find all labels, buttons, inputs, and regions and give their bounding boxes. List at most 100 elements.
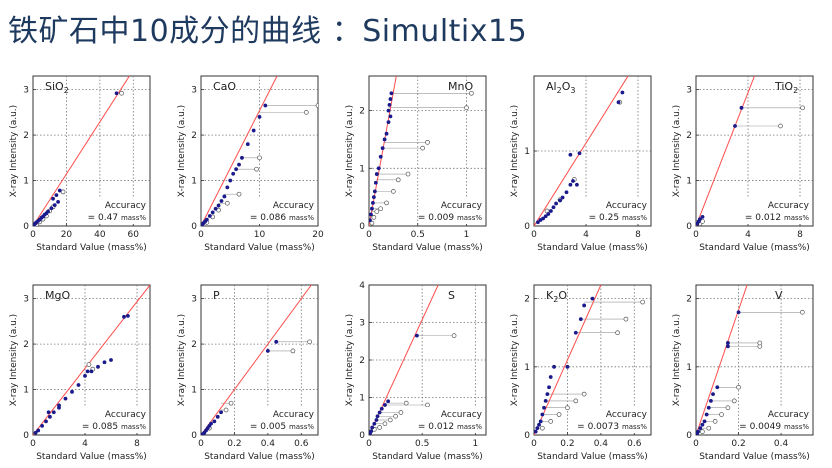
- data-point: [212, 419, 217, 424]
- data-point-open: [757, 340, 763, 346]
- accuracy-unit: mass%: [121, 423, 146, 431]
- y-tick-label: 1: [191, 386, 197, 396]
- accuracy-unit: mass%: [784, 214, 809, 222]
- element-label-base: P: [213, 289, 220, 302]
- y-tick-label: 0: [359, 222, 365, 232]
- data-point: [33, 430, 38, 435]
- accuracy-unit: mass%: [121, 214, 146, 222]
- plot-area: [534, 76, 629, 226]
- element-label: K2O: [546, 289, 567, 304]
- data-point: [543, 214, 548, 219]
- data-point: [109, 358, 113, 362]
- element-label: SiO2: [45, 80, 69, 95]
- y-tick-label: 0: [23, 431, 29, 441]
- data-point-open: [425, 139, 430, 145]
- data-point-open: [712, 419, 718, 424]
- data-point-open: [615, 330, 620, 336]
- y-tick-label: 1: [686, 363, 692, 373]
- data-point-open: [315, 103, 318, 108]
- page-title: 铁矿石中10成分的曲线 ：Simultix15: [8, 14, 528, 49]
- x-tick-label: 0: [366, 439, 372, 449]
- data-point: [538, 419, 543, 424]
- data-point: [373, 180, 378, 185]
- accuracy-value: = 0.25 mass%: [589, 213, 648, 223]
- accuracy-label: Accuracy: [768, 201, 810, 211]
- data-point: [257, 115, 262, 119]
- data-point-open: [384, 200, 389, 206]
- calibration-line: [33, 285, 150, 435]
- chart-sio2: 0 20 40 60 0 1 2 3 Standard Value (mass%) X-ray I…: [9, 75, 151, 253]
- data-point: [558, 198, 562, 203]
- data-point: [577, 151, 582, 156]
- data-point: [573, 330, 578, 335]
- calibration-line: [696, 285, 748, 435]
- accuracy-box: [420, 198, 484, 224]
- data-point-open: [469, 90, 474, 96]
- data-point-open: [540, 425, 545, 431]
- x-tick-label: 0: [30, 439, 36, 449]
- y-axis-label: X-ray Intensity (a.u.): [345, 314, 355, 406]
- data-point: [371, 195, 376, 200]
- accuracy-box: [585, 407, 649, 433]
- accuracy-value: = 0.005 mass%: [250, 422, 314, 432]
- accuracy-number: = 0.47: [88, 213, 121, 223]
- y-tick-label: 3: [191, 295, 197, 305]
- data-point-open: [307, 339, 312, 345]
- y-axis-label: X-ray Intensity (a.u.): [345, 105, 355, 197]
- data-point: [83, 374, 87, 378]
- data-point: [46, 410, 51, 415]
- data-point: [739, 105, 744, 110]
- data-point: [240, 155, 244, 160]
- chart-tio2: 0 4 8 0 1 2 3 Standard Value (mass%) X-ray Inten…: [672, 75, 814, 253]
- y-tick-label: 3: [359, 319, 365, 329]
- y-tick-label: 0: [524, 222, 530, 232]
- data-point: [560, 195, 565, 200]
- chart-k2o: 0 0.2 0.4 0.6 0 1 2 Standard Value (mass%) X-ray…: [510, 284, 652, 462]
- data-point-open: [405, 171, 411, 177]
- x-tick-label: 0: [531, 230, 537, 240]
- data-point-open: [420, 145, 425, 151]
- accuracy-number: = 0.0049: [739, 422, 784, 432]
- data-point: [616, 100, 621, 105]
- element-label-base: TiO: [774, 80, 793, 93]
- data-point-open: [581, 391, 587, 397]
- data-point-open: [378, 206, 384, 212]
- y-tick-label: 3: [23, 295, 29, 305]
- data-point-open: [393, 413, 398, 419]
- data-point: [85, 369, 90, 374]
- x-tick-label: 0.2: [227, 439, 241, 449]
- x-tick-label: 20: [312, 230, 324, 240]
- y-axis-label: X-ray Intensity (a.u.): [177, 314, 187, 406]
- accuracy-value: = 0.009 mass%: [418, 213, 482, 223]
- y-tick-label: 1: [686, 177, 692, 187]
- x-tick-label: 0.4: [261, 439, 276, 449]
- data-point: [389, 91, 394, 96]
- accuracy-box: [747, 198, 811, 224]
- accuracy-label: Accuracy: [441, 410, 483, 420]
- calibration-line: [534, 285, 602, 435]
- data-point: [237, 162, 241, 167]
- y-tick-label: 0: [23, 222, 29, 232]
- accuracy-label: Accuracy: [606, 201, 648, 211]
- data-point-open: [451, 333, 457, 338]
- accuracy-number: = 0.005: [250, 422, 289, 432]
- data-point: [552, 364, 556, 369]
- data-point: [122, 314, 126, 319]
- x-tick-label: 8: [635, 230, 641, 240]
- chart-cao: 0 10 20 0 1 2 3 Standard Value (mass%) X-ray Int…: [177, 75, 324, 253]
- data-point: [388, 97, 393, 101]
- x-tick-label: 0: [30, 230, 36, 240]
- x-tick-label: 0: [366, 230, 372, 240]
- x-tick-label: 0.6: [627, 439, 642, 449]
- data-point-open: [403, 400, 409, 406]
- data-point-open: [303, 110, 309, 115]
- plot-area: [696, 285, 805, 435]
- data-point: [369, 212, 373, 217]
- data-point: [698, 426, 703, 431]
- data-point: [733, 124, 737, 128]
- data-point: [386, 108, 391, 113]
- x-axis-label: Standard Value (mass%): [372, 452, 483, 462]
- data-point-open: [387, 417, 393, 423]
- data-point: [49, 206, 54, 211]
- accuracy-number: = 0.012: [745, 213, 784, 223]
